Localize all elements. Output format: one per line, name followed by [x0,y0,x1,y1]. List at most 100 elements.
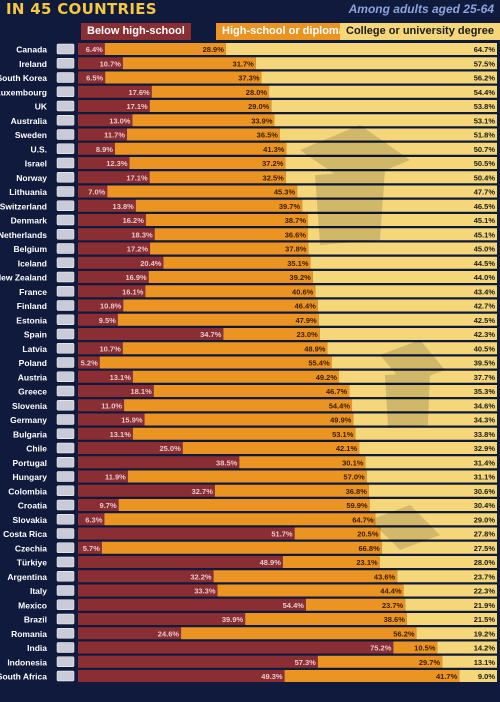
flag-latvia-icon [56,343,75,354]
data-label: 40.6% [292,287,314,296]
data-label: 50.7% [474,145,496,154]
flag-colombia-icon [56,485,75,496]
flag-greece-icon [56,385,75,397]
data-label: 36.6% [285,230,307,239]
bar-segment-high-school [124,399,353,412]
flag-india-icon [56,642,75,653]
bar-segment-high-school [154,228,309,241]
bar-segment-high-school [99,356,332,369]
bar-segment-college [274,114,497,127]
country-label: Brazil [24,615,47,625]
bar-segment-below [78,370,133,383]
bar-segment-below [78,356,100,369]
bar-segment-below [78,470,128,483]
country-label: Spain [24,330,47,340]
flag-slovakia-icon [56,514,75,525]
bar-segment-below [78,570,214,583]
bar-segment-high-school [114,142,287,155]
data-label: 19.2% [474,629,496,638]
data-label: 57.3% [295,658,317,667]
data-label: 51.8% [474,131,496,140]
country-label: Poland [19,358,47,368]
bar-segment-below [78,598,306,611]
data-label: 43.4% [474,287,496,296]
country-label: Australia [11,116,48,126]
bar-segment-college [319,328,497,340]
data-label: 37.7% [474,373,496,382]
bar-segment-high-school [118,499,370,511]
data-label: 50.4% [474,173,496,182]
bar-segment-college [308,242,497,255]
bar-segment-high-school [182,442,360,454]
country-label: Croatia [18,501,48,511]
bar-segment-high-school [105,71,262,84]
data-label: 66.8% [358,544,380,553]
country-label: Finland [17,301,47,311]
data-label: 38.7% [285,216,307,225]
data-label: 42.7% [474,302,496,311]
data-label: 42.5% [474,316,496,325]
data-label: 29.0% [248,102,270,111]
country-label: Estonia [16,315,47,325]
bar-segment-below [78,256,164,269]
country-label: Chile [26,444,47,454]
bar-segment-high-school [129,157,286,169]
bar-segment-college [355,427,497,440]
bar-segment-high-school [163,256,311,269]
data-label: 33.8% [474,430,496,439]
country-label: Argentina [7,572,47,582]
data-label: 40.5% [474,344,496,353]
country-label: Canada [16,45,47,55]
data-label: 5.7% [83,544,100,553]
bar-segment-high-school [104,513,376,526]
flag-south-africa-icon [56,670,75,682]
data-label: 13.0% [109,116,131,125]
data-label: 48.9% [304,344,326,353]
country-label: Netherlands [0,230,47,240]
data-label: 56.2% [474,74,496,83]
data-label: 35.1% [287,259,309,268]
data-label: 39.9% [222,615,244,624]
data-label: 64.7% [474,45,496,54]
bar-segment-below [78,385,154,397]
bar-segment-below [78,71,106,84]
country-label: Colombia [8,486,47,496]
bar-segment-college [366,470,497,483]
flag-lithuania-icon [56,186,75,197]
bar-segment-college [269,85,497,98]
flag-austria-icon [56,371,75,382]
country-label: Romania [11,629,47,639]
flag-mexico-icon [56,599,75,610]
flag-australia-icon [56,115,75,126]
flag-italy-icon [56,585,75,596]
bar-segment-high-school [245,613,407,625]
bar-segment-below [78,442,183,454]
flag-spain-icon [56,328,75,340]
country-label: Austria [18,372,48,382]
bar-segment-below [78,142,115,155]
bar-segment-below [78,584,218,597]
bar-segment-college [225,43,498,55]
country-label: Portugal [13,458,47,468]
data-label: 20.5% [357,530,379,539]
data-label: 41.3% [263,145,285,154]
country-label: Mexico [18,600,47,610]
data-label: 59.9% [346,501,368,510]
bar-segment-college [327,342,497,355]
flag-argentina-icon [56,571,75,582]
data-label: 30.6% [474,487,496,496]
data-label: 13.1% [110,373,132,382]
data-label: 32.7% [192,487,214,496]
data-label: 28.0% [474,558,496,567]
flag-denmark-icon [56,214,75,226]
data-label: 45.0% [474,245,496,254]
bar-segment-high-school [122,342,328,355]
bar-segment-college [255,57,497,70]
data-label: 29.0% [474,515,496,524]
country-label: Latvia [22,344,47,354]
flag-poland-icon [56,357,75,368]
bar-segment-college [379,556,497,568]
bar-segment-college [318,313,497,326]
bar-segment-below [78,427,133,440]
flag-sweden-icon [56,129,75,140]
